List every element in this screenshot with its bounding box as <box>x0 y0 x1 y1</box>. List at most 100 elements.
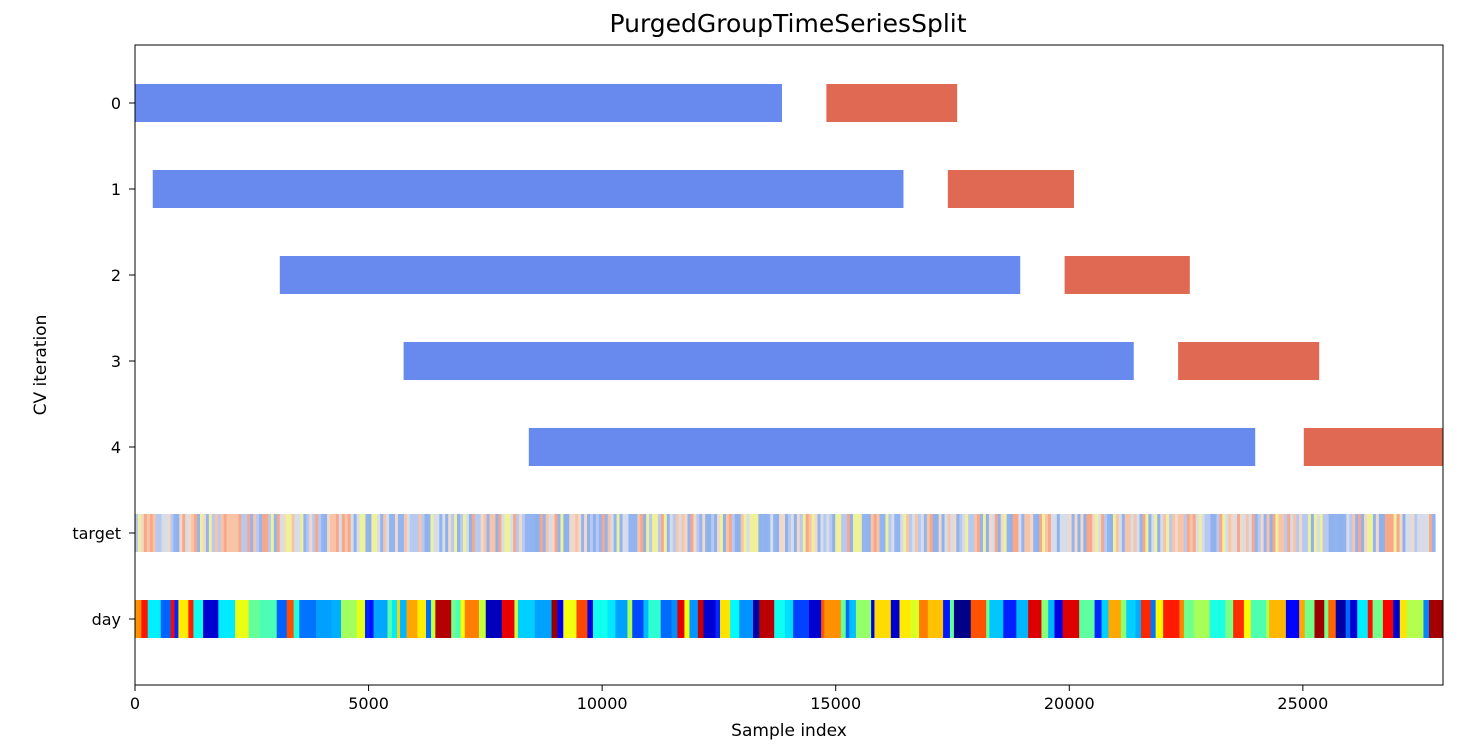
target-stripe <box>1290 514 1294 552</box>
day-stripe <box>518 600 536 638</box>
target-stripe <box>525 514 529 552</box>
target-stripe <box>253 514 257 552</box>
day-stripe <box>1429 600 1443 638</box>
day-stripe <box>1108 600 1122 638</box>
y-tick-label: target <box>72 524 121 543</box>
target-stripe <box>850 514 854 552</box>
target-stripe <box>997 514 1002 552</box>
day-stripe <box>417 600 427 638</box>
day-stripe <box>845 600 850 638</box>
target-stripe <box>483 514 488 552</box>
target-stripe <box>785 514 789 552</box>
target-stripe <box>779 514 783 552</box>
target-stripe <box>140 514 145 552</box>
target-stripe <box>900 514 904 552</box>
target-stripe <box>451 514 455 552</box>
target-stripe <box>1045 514 1049 552</box>
target-stripe <box>1080 514 1085 552</box>
test-bar-0 <box>826 84 958 122</box>
target-stripe <box>1316 514 1321 552</box>
day-stripe <box>514 600 519 638</box>
target-stripe <box>465 514 470 552</box>
day-stripe <box>1209 600 1226 638</box>
target-stripe <box>980 514 984 552</box>
day-stripe <box>784 600 794 638</box>
target-stripe <box>657 514 662 552</box>
target-stripe <box>259 514 263 552</box>
target-stripe <box>581 514 585 552</box>
day-stripe <box>1135 600 1142 638</box>
day-stripe <box>391 600 398 638</box>
target-stripe <box>988 514 993 552</box>
target-stripe <box>536 514 541 552</box>
target-stripe <box>1337 514 1342 552</box>
target-stripe <box>897 514 901 552</box>
target-stripe <box>409 514 414 552</box>
target-stripe <box>1293 514 1297 552</box>
day-stripe <box>397 600 401 638</box>
target-stripe <box>137 514 142 552</box>
target-stripe <box>690 514 695 552</box>
target-stripe <box>1305 514 1309 552</box>
target-stripe <box>522 514 526 552</box>
day-stripe <box>871 600 875 638</box>
target-stripe <box>1284 514 1288 552</box>
target-stripe <box>1257 514 1262 552</box>
target-stripe <box>811 514 816 552</box>
target-stripe <box>587 514 591 552</box>
target-stripe <box>1012 514 1017 552</box>
target-stripe <box>672 514 677 552</box>
target-stripe <box>1299 514 1303 552</box>
target-stripe <box>578 514 582 552</box>
target-stripe <box>436 514 440 552</box>
target-stripe <box>864 514 869 552</box>
target-stripe <box>1240 514 1244 552</box>
target-stripe <box>861 514 866 552</box>
target-stripe <box>1169 514 1173 552</box>
target-stripe <box>776 514 780 552</box>
target-stripe <box>356 514 361 552</box>
target-stripe <box>1198 514 1203 552</box>
target-stripe <box>953 514 957 552</box>
target-stripe <box>1269 514 1274 552</box>
target-stripe <box>858 514 863 552</box>
target-stripe <box>1047 514 1052 552</box>
target-stripe <box>799 514 804 552</box>
day-stripe <box>1269 600 1287 638</box>
target-stripe <box>294 514 299 552</box>
target-stripe <box>1225 514 1229 552</box>
x-tick-label: 15000 <box>810 694 861 713</box>
day-stripe <box>1101 600 1109 638</box>
target-stripe <box>962 514 966 552</box>
target-stripe <box>982 514 987 552</box>
day-stripe <box>648 600 662 638</box>
target-stripe <box>1426 514 1430 552</box>
target-stripe <box>932 514 937 552</box>
day-stripe <box>1328 600 1337 638</box>
target-stripe <box>814 514 819 552</box>
day-stripe <box>943 600 951 638</box>
day-stripe <box>174 600 179 638</box>
day-stripe <box>703 600 716 638</box>
y-tick-label: 2 <box>111 266 121 285</box>
target-stripe <box>796 514 801 552</box>
day-stripe <box>248 600 261 638</box>
target-stripe <box>929 514 934 552</box>
target-stripe <box>1313 514 1318 552</box>
target-stripe <box>592 514 597 552</box>
day-stripe <box>824 600 842 638</box>
target-stripe <box>1065 514 1070 552</box>
target-stripe <box>616 514 621 552</box>
day-stripe <box>689 600 699 638</box>
day-stripe <box>293 600 300 638</box>
target-stripe <box>1381 514 1386 552</box>
target-stripe <box>607 514 612 552</box>
day-stripe <box>460 600 466 638</box>
day-stripe <box>1079 600 1096 638</box>
day-stripe <box>341 600 357 638</box>
target-stripe <box>1056 514 1061 552</box>
target-stripe <box>312 514 316 552</box>
target-stripe <box>315 514 319 552</box>
test-bar-1 <box>947 170 1074 208</box>
x-tick-label: 10000 <box>577 694 628 713</box>
